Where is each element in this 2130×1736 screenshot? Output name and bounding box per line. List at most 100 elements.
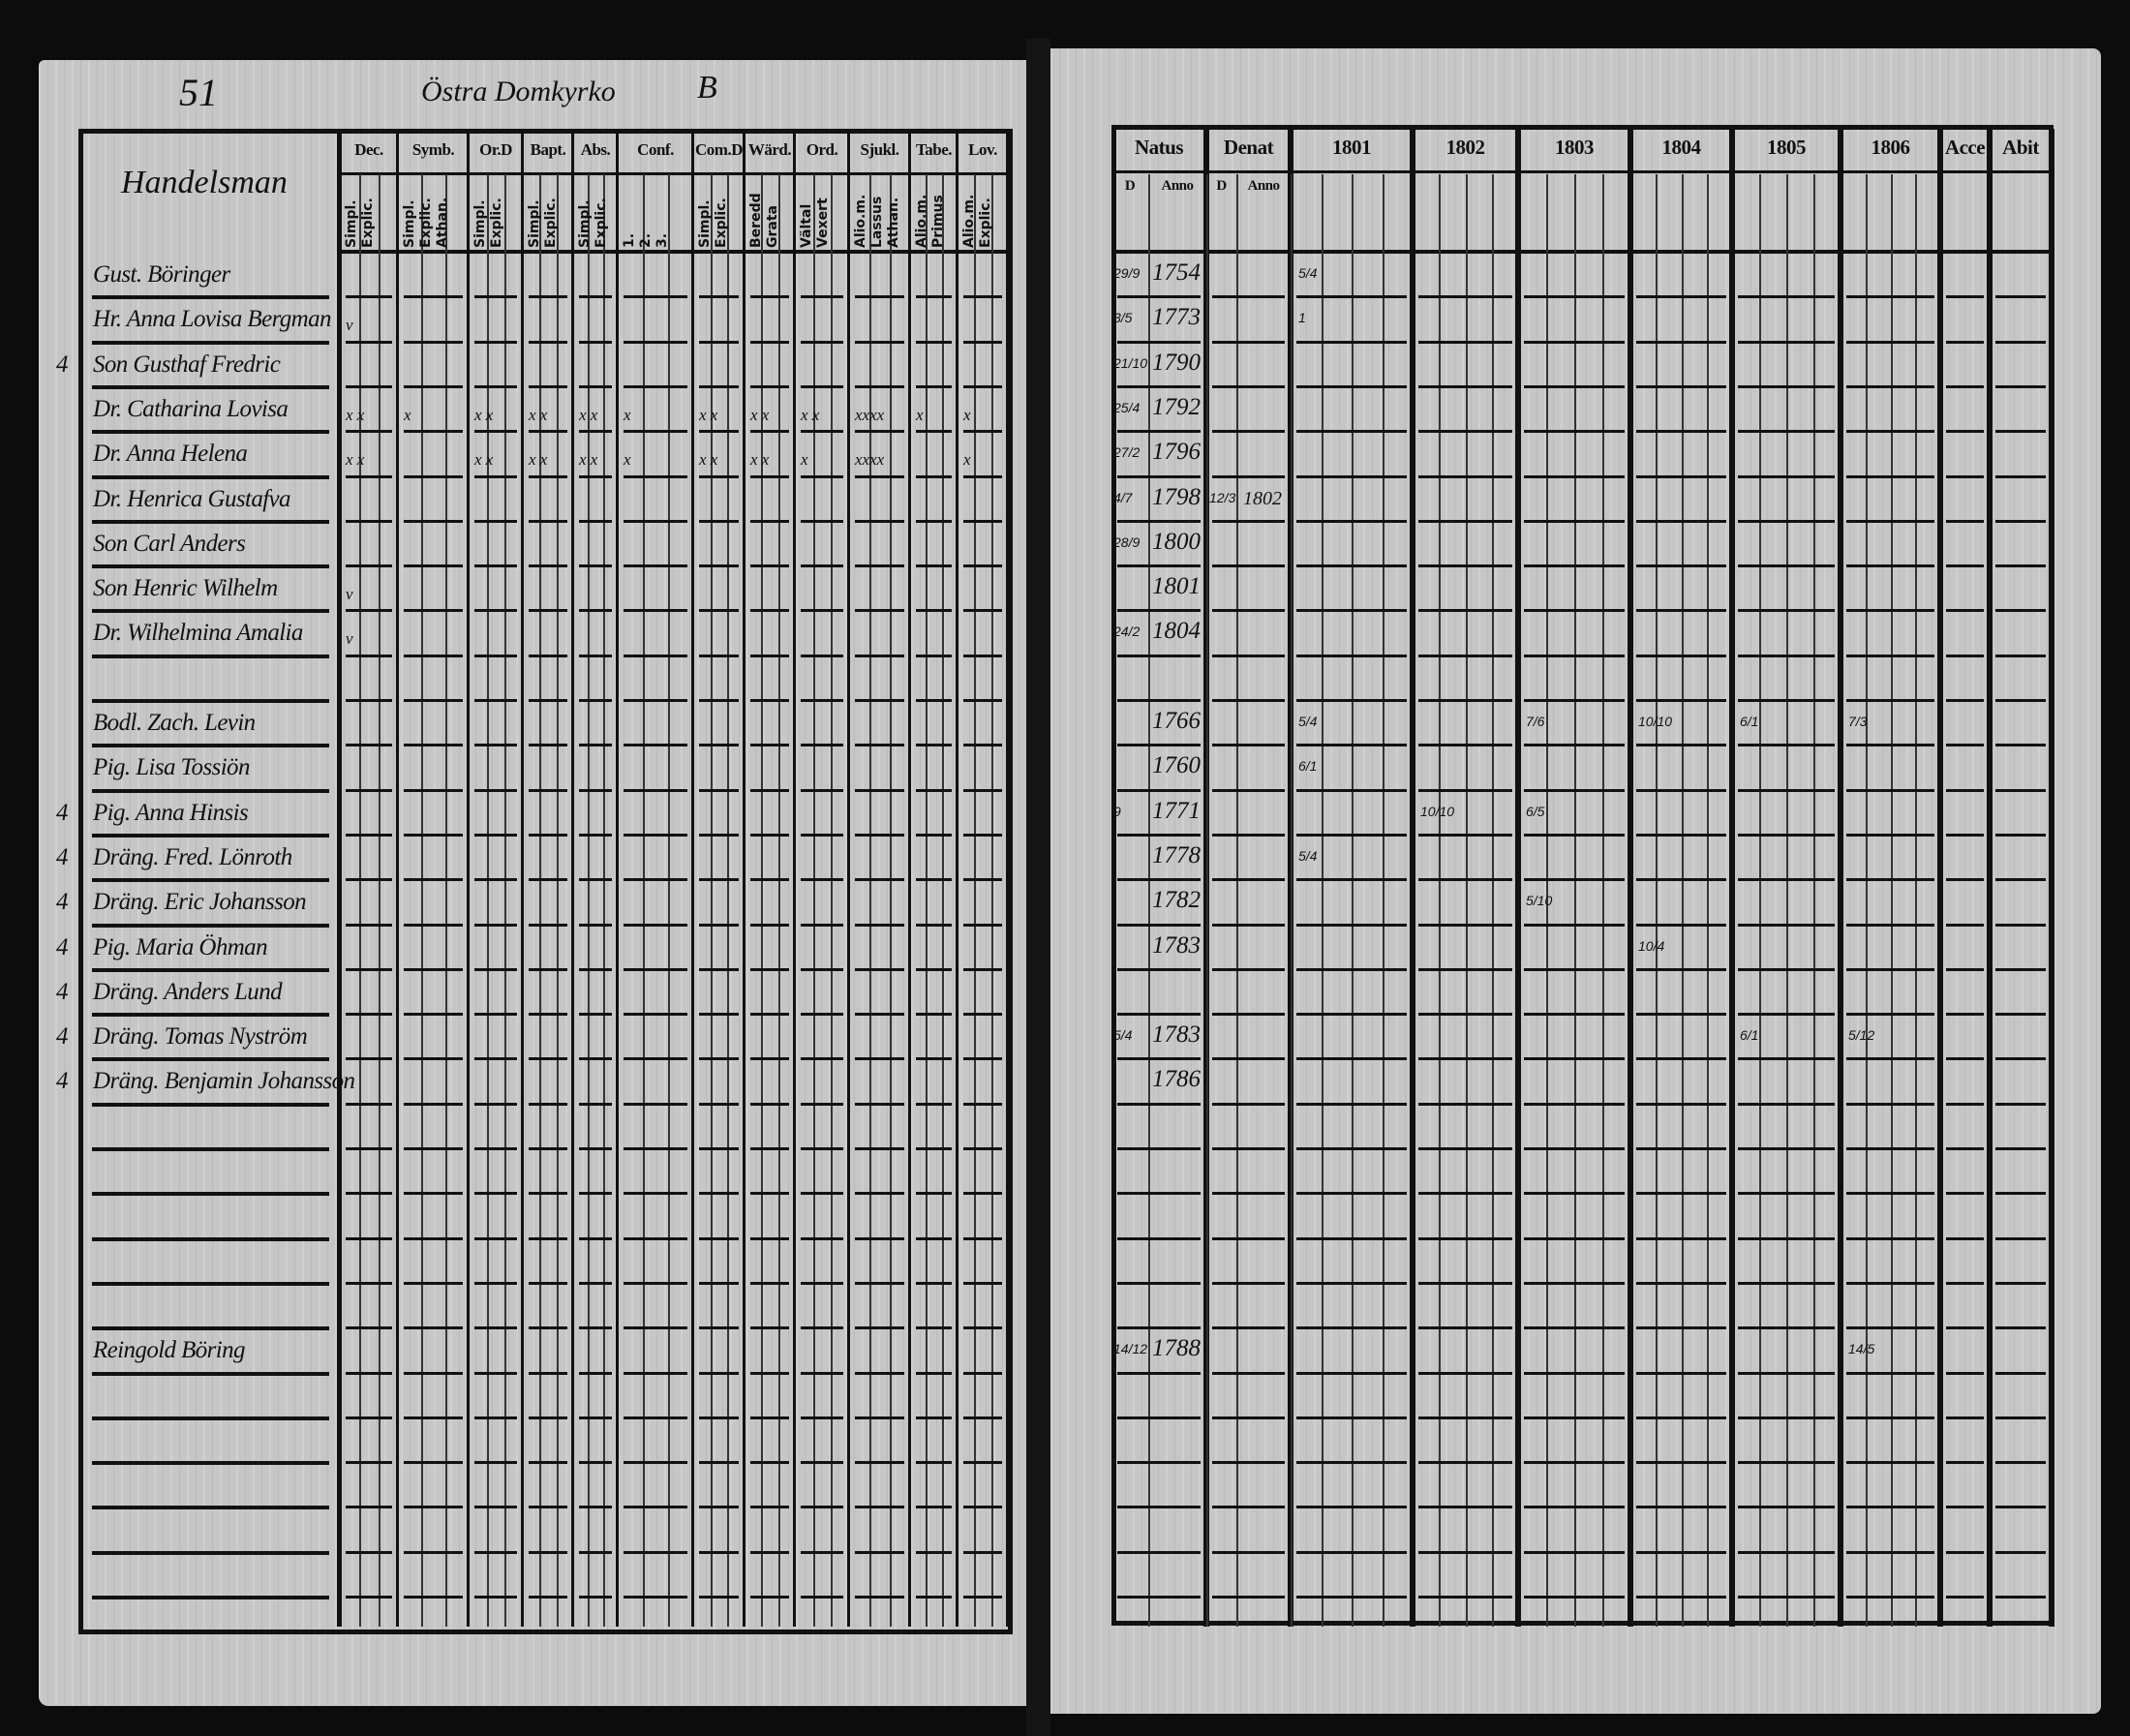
left-cell-line [404, 1281, 463, 1285]
right-cell-line [1296, 1461, 1407, 1465]
right-cell-line [1212, 1326, 1285, 1330]
right-cell-line [1117, 1461, 1201, 1465]
right-cell-line [1995, 744, 2046, 747]
right-cell-line [1524, 1550, 1625, 1554]
right-cell-line [1738, 1102, 1835, 1106]
right-cell-line [1418, 967, 1512, 971]
left-cell-line [963, 1013, 1002, 1017]
left-cell-line [963, 1416, 1002, 1419]
right-cell-line [1738, 1013, 1835, 1017]
right-cell-line [1212, 1236, 1285, 1240]
left-cell-line [529, 788, 567, 792]
left-row-line [92, 1057, 329, 1062]
left-column-header: Bapt. [530, 140, 566, 159]
right-cell-line [1418, 833, 1512, 837]
right-cell-line [1995, 519, 2046, 523]
right-cell-line [1636, 967, 1726, 971]
left-cell-line [624, 788, 687, 792]
left-cell-line [474, 1281, 517, 1285]
right-cell-line [1296, 1102, 1407, 1106]
left-cell-line [404, 788, 463, 792]
left-cell-line [529, 923, 567, 927]
left-cell-line [346, 833, 392, 837]
right-column-header: 1805 [1767, 136, 1807, 159]
left-cell-line [855, 519, 904, 523]
left-cell-line [404, 1013, 463, 1017]
right-cell-line [1418, 1192, 1512, 1196]
left-row-line [92, 654, 329, 658]
right-cell-line [1738, 1326, 1835, 1330]
margin-mark: 4 [56, 978, 69, 1005]
year-entry: 5/4 [1298, 714, 1318, 729]
register-entry-name: Gust. Böringer [93, 261, 230, 288]
right-cell-line [1296, 340, 1407, 344]
left-cell-line [404, 609, 463, 613]
left-cell-line [579, 430, 612, 434]
right-cell-line [1995, 1416, 2046, 1419]
left-cell-line [750, 1102, 789, 1106]
left-cell-line [699, 1506, 739, 1509]
right-cell-line [1418, 1550, 1512, 1554]
left-cell-line [801, 1013, 843, 1017]
left-row-line [92, 474, 329, 479]
right-cell-line [1524, 609, 1625, 613]
name-column-divider [337, 129, 342, 1627]
left-cell-line [579, 699, 612, 702]
left-cell-line [404, 1371, 463, 1375]
left-column-subheader: Alio.m. Lassus Athan. [853, 194, 901, 248]
left-cell-line [474, 833, 517, 837]
left-subcolumn-line [990, 174, 993, 1627]
left-cell-line [916, 1236, 952, 1240]
left-cell-line [699, 295, 739, 299]
left-cell-line [801, 1550, 843, 1554]
left-cell-line [346, 878, 392, 882]
name-column-header: Handelsman [121, 165, 288, 200]
left-cell-line [529, 1013, 567, 1017]
right-cell-line [1296, 519, 1407, 523]
left-cell-line [801, 1192, 843, 1196]
right-cell-line [1296, 833, 1407, 837]
left-row-line [92, 1596, 329, 1599]
year-entry: 6/1 [1298, 758, 1318, 775]
right-cell-line [1995, 654, 2046, 657]
left-cell-line [699, 564, 739, 568]
left-cell-line [916, 474, 952, 478]
left-column-divider [616, 129, 619, 1627]
left-cell-line [474, 1102, 517, 1106]
left-cell-line [474, 474, 517, 478]
right-cell-line [1418, 1013, 1512, 1017]
year-entry: 10/4 [1638, 937, 1665, 954]
left-cell-line [474, 1461, 517, 1465]
left-subcolumn-line [926, 174, 928, 1627]
right-subcolumn-line [1759, 174, 1761, 1627]
left-cell-line [529, 430, 567, 434]
right-cell-line [1846, 923, 1934, 927]
left-subcolumn-line [974, 174, 977, 1627]
right-cell-line [1995, 1596, 2046, 1599]
left-cell-line [404, 967, 463, 971]
left-cell-line [699, 609, 739, 613]
right-cell-line [1524, 878, 1625, 882]
left-cell-line [346, 1147, 392, 1150]
right-cell-line [1946, 1281, 1984, 1285]
right-cell-line [1995, 788, 2046, 792]
left-cell-line [916, 1102, 952, 1106]
left-cell-line [474, 878, 517, 882]
right-cell-line [1995, 564, 2046, 568]
right-column-header: 1802 [1445, 136, 1486, 159]
right-cell-line [1995, 699, 2046, 702]
left-cell-line [404, 878, 463, 882]
right-cell-line [1524, 564, 1625, 568]
right-cell-line [1117, 788, 1201, 792]
left-cell-line [855, 1416, 904, 1419]
left-cell-line [750, 788, 789, 792]
left-cell-line [963, 788, 1002, 792]
left-cell-line [916, 295, 952, 299]
right-cell-line [1946, 1506, 1984, 1509]
right-cell-line [1846, 1596, 1934, 1599]
left-cell-line [529, 1326, 567, 1330]
left-cell-line [346, 609, 392, 613]
death-year: 1802 [1243, 487, 1282, 509]
right-cell-line [1296, 1506, 1407, 1509]
attendance-mark: x x [529, 450, 548, 470]
